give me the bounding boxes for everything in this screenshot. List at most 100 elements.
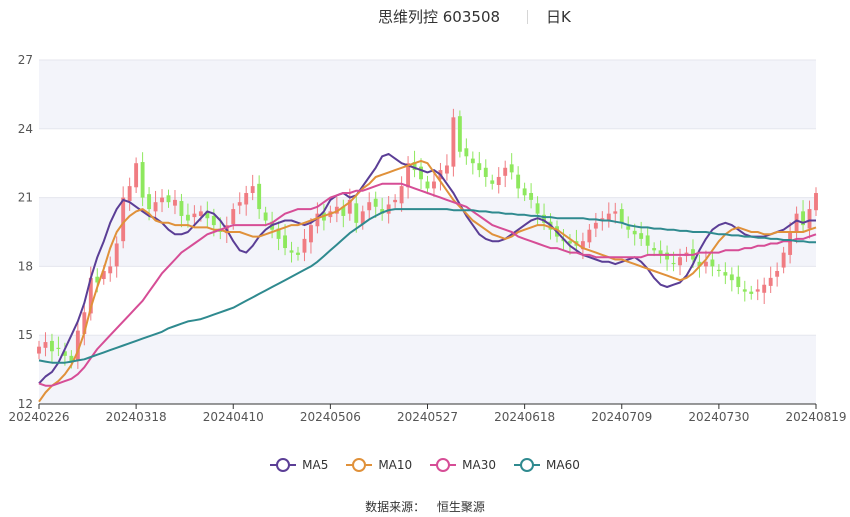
- candle-body: [697, 261, 702, 267]
- candle-body: [671, 262, 676, 265]
- candle-body: [140, 162, 145, 198]
- x-tick-label: 20240527: [397, 410, 458, 424]
- candle-body: [101, 270, 106, 280]
- legend-item-ma10[interactable]: MA10: [346, 458, 412, 472]
- candle-body: [580, 241, 585, 250]
- period-label: 日K: [546, 8, 571, 26]
- x-axis: 20240226 20240318 20240410 20240506 20240527…: [8, 403, 847, 424]
- candle-body: [302, 238, 307, 253]
- candle-body: [341, 206, 346, 216]
- candle-body: [185, 214, 190, 221]
- chart-header: 思维列控 603508 日K: [0, 6, 850, 28]
- y-tick-label: 21: [18, 191, 33, 205]
- candle-body: [205, 211, 210, 219]
- candle-body: [464, 148, 469, 157]
- candle-body: [587, 229, 592, 243]
- candle-body: [276, 228, 281, 239]
- candle-body: [710, 259, 715, 267]
- candle-body: [198, 211, 203, 216]
- y-tick-label: 12: [18, 397, 33, 411]
- candle-body: [406, 163, 411, 188]
- candle-body: [393, 199, 398, 203]
- candle-body: [419, 166, 423, 180]
- candle-body: [729, 274, 734, 281]
- chart-title: 思维列控 603508: [378, 8, 501, 26]
- candle-body: [250, 186, 255, 194]
- candle-body: [451, 117, 456, 167]
- x-tick-label: 20240318: [106, 410, 167, 424]
- legend-label-ma5: MA5: [302, 458, 329, 472]
- x-tick-label: 20240226: [8, 410, 69, 424]
- x-tick-label: 20240506: [300, 410, 361, 424]
- x-tick-label: 20240709: [591, 410, 652, 424]
- candle-body: [470, 158, 475, 164]
- candle-body: [613, 211, 618, 214]
- candle-body: [399, 186, 404, 204]
- candle-body: [652, 248, 657, 251]
- legend-item-ma60[interactable]: MA60: [514, 458, 580, 472]
- candle-body: [56, 347, 61, 349]
- candle-body: [257, 183, 262, 210]
- candle-body: [289, 250, 294, 253]
- legend-label-ma10: MA10: [378, 458, 413, 472]
- legend-item-ma5[interactable]: MA5: [270, 458, 328, 472]
- candle-body: [432, 181, 436, 189]
- candle-body: [593, 222, 598, 229]
- candle-body: [315, 213, 320, 227]
- candle-body: [386, 204, 391, 214]
- candle-body: [82, 312, 87, 335]
- candle-body: [347, 199, 352, 214]
- candle-body: [160, 197, 164, 203]
- x-tick-label: 20240618: [494, 410, 555, 424]
- candle-body: [477, 163, 482, 171]
- candle-body: [678, 257, 682, 266]
- x-tick-label: 20240730: [688, 410, 749, 424]
- y-tick-label: 15: [18, 328, 33, 342]
- candle-body: [309, 225, 313, 243]
- candle-body: [522, 188, 527, 196]
- candle-body: [781, 252, 786, 268]
- candle-body: [529, 193, 534, 200]
- candle-body: [703, 261, 708, 267]
- candle-body: [37, 346, 41, 354]
- candle-body: [723, 272, 728, 276]
- y-tick-label: 27: [18, 53, 33, 67]
- candle-body: [762, 284, 767, 293]
- candle-body: [483, 167, 488, 177]
- candle-body: [768, 277, 773, 286]
- x-tick-label: 20240819: [785, 410, 846, 424]
- grid-band: [39, 60, 816, 129]
- series-line-ma5: [38, 153, 816, 385]
- candle-body: [69, 355, 74, 363]
- candle-body: [742, 289, 747, 292]
- candle-body: [490, 180, 495, 184]
- data-source: 数据来源： 恒生聚源: [0, 498, 850, 515]
- source-label: 数据来源：: [365, 500, 426, 514]
- candle-body: [626, 226, 631, 230]
- candle-body: [606, 213, 611, 221]
- candle-body: [645, 235, 650, 246]
- candle-body: [619, 209, 624, 223]
- candle-body: [444, 165, 449, 174]
- candle-body: [568, 241, 572, 244]
- candle-body: [179, 201, 184, 216]
- legend-marker-ma5: [270, 458, 297, 472]
- source-value: 恒生聚源: [436, 500, 485, 514]
- candle-body: [75, 330, 80, 361]
- candle-body: [211, 215, 216, 226]
- candle-body: [237, 202, 242, 206]
- candle-body: [95, 276, 100, 283]
- candle-body: [263, 212, 268, 221]
- legend-item-ma30[interactable]: MA30: [430, 458, 496, 472]
- legend-label-ma60: MA60: [546, 458, 580, 472]
- series-line-ma10: [38, 159, 817, 403]
- legend: MA5 MA10 MA30 MA60: [0, 458, 850, 472]
- candle-body: [736, 276, 741, 288]
- candle-body: [425, 181, 430, 189]
- candle-body: [373, 198, 378, 207]
- y-tick-label: 18: [18, 259, 33, 273]
- candle-body: [788, 232, 793, 255]
- candle-body: [62, 351, 67, 356]
- candle-body: [283, 235, 287, 249]
